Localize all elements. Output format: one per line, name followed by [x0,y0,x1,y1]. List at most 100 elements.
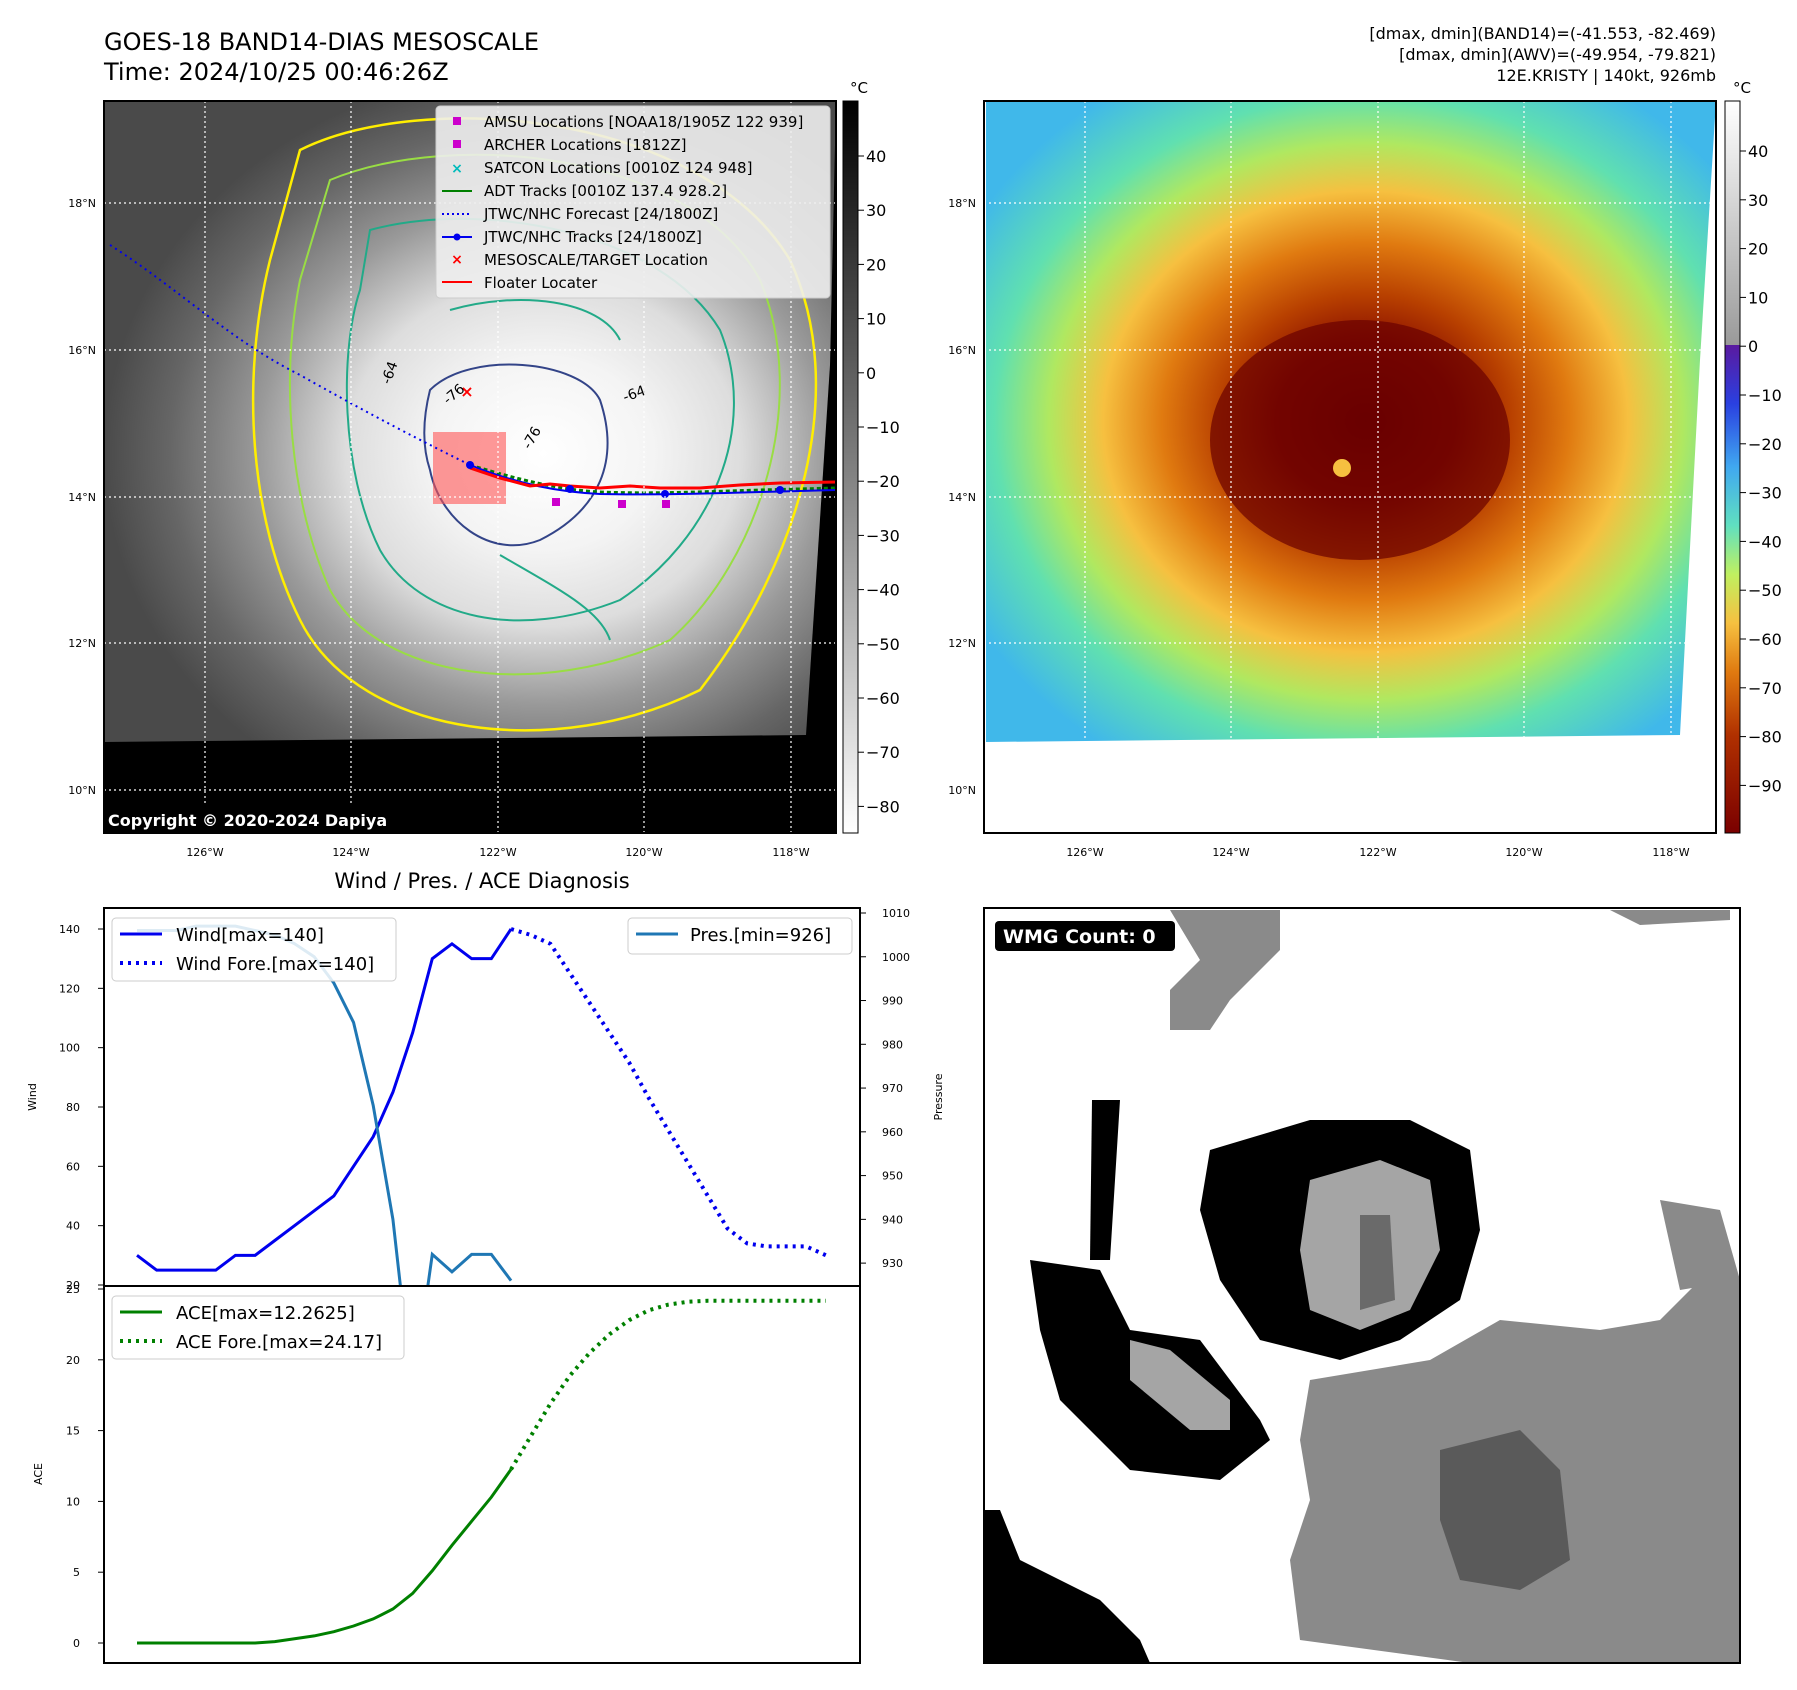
wmg-image [984,910,1740,1663]
colorbar-tick-label: −70 [866,743,900,762]
wind-tick-label: 140 [59,923,80,936]
colorbar-tick-label: −80 [866,797,900,816]
lat-label: 16°N [948,344,976,357]
colorbar-tick-label: −90 [1748,776,1782,795]
colorbar-tick-label: 40 [866,147,886,166]
legend-wind-fore: Wind Fore.[max=140] [176,954,374,975]
lon-label: 122°W [1359,846,1396,859]
pressure-tick-label: 990 [882,995,903,1008]
lat-label: 14°N [948,491,976,504]
amsu-marker [552,498,560,506]
wind-pressure-chart: Wind / Pres. / ACE Diagnosis Wind Pressu… [26,869,945,1395]
colorbar-tick-label: −20 [1748,435,1782,454]
legend-archer: ARCHER Locations [1812Z] [484,136,687,154]
wmg-black-blob [1090,1100,1120,1260]
lat-label: 10°N [68,784,96,797]
wmg-gray-blob [1660,1200,1740,1290]
wind-axis-label: Wind [26,1083,39,1111]
floater-track [469,466,836,490]
wind-tick-label: 80 [66,1101,80,1114]
wmg-panel: WMG Count: 0 [983,907,1741,1664]
colorbar-tick-label: −10 [866,418,900,437]
lat-label: 12°N [68,637,96,650]
legend-wind: Wind[max=140] [176,925,324,946]
wind-tick-label: 60 [66,1160,80,1173]
jtwc-point [466,461,474,469]
ace-tick-label: 0 [73,1637,80,1650]
lat-label: 10°N [948,784,976,797]
pressure-tick-label: 1010 [882,907,910,920]
ace-forecast-line [509,1298,826,1471]
lat-label: 18°N [68,197,96,210]
wind-tick-label: 20 [66,1279,80,1292]
legend-satcon-swatch: × [451,161,463,177]
pressure-legend-box [627,917,853,955]
lon-label: 124°W [1212,846,1249,859]
color-colorbar-ticks: 40 30 20 10 0 −10 −20 −30 −40 −50 −60 −70 −80 −90 [1740,142,1782,795]
jtwc-track [469,464,836,496]
colorbar-tick-label: −30 [866,526,900,545]
wmg-black-corner [984,1510,1150,1663]
legend-adt: ADT Tracks [0010Z 137.4 928.2] [484,182,727,200]
legend-jtwc-dot [453,233,461,241]
pressure-tick-label: 950 [882,1170,903,1183]
target-marker: × [460,382,473,401]
colorbar-tick-label: −60 [1748,630,1782,649]
gray-colorbar [842,100,859,834]
wind-forecast-line [510,927,827,1258]
lon-label: 126°W [1066,846,1103,859]
pressure-tick-label: 940 [882,1213,903,1226]
lat-label: 16°N [68,344,96,357]
ace-legend: ACE[max=12.2625] ACE Fore.[max=24.17] [111,1295,405,1360]
legend-target-swatch: × [451,252,463,268]
wmg-gray-blob [1170,910,1280,1030]
ace-series [137,1298,826,1645]
ace-legend-box [111,1295,405,1360]
legend-jtwc: JTWC/NHC Tracks [24/1800Z] [483,228,702,246]
ace-axis-ticks: 25 20 15 10 5 0 [66,1283,104,1650]
color-colorbar-unit: °C [1733,79,1751,97]
dmax-awv: [dmax, dmin](AWV)=(-49.954, -79.821) [1399,45,1716,64]
wind-tick-label: 120 [59,982,80,995]
colorbar-tick-label: 0 [1748,337,1758,356]
lat-label: 14°N [68,491,96,504]
colorbar-tick-label: −10 [1748,386,1782,405]
legend-ace-fore: ACE Fore.[max=24.17] [176,1332,382,1353]
colorbar-tick-label: 0 [866,364,876,383]
wmg-gray-blob [1610,910,1730,925]
jtwc-point [661,490,669,498]
colorbar-tick-label: 40 [1748,142,1768,161]
pressure-axis-label: Pressure [932,1073,945,1120]
wind-line [136,928,513,1272]
copyright-text: Copyright © 2020-2024 Dapiya [108,811,387,830]
amsu-marker [662,500,670,508]
lat-label: 12°N [948,637,976,650]
lon-label: 126°W [186,846,223,859]
lon-label: 120°W [625,846,662,859]
jtwc-point [776,486,784,494]
lon-label: 118°W [1652,846,1689,859]
eye [1333,459,1351,477]
legend-amsu-swatch [453,117,461,125]
ace-tick-label: 5 [73,1566,80,1579]
pressure-tick-label: 1000 [882,951,910,964]
legend-archer-swatch [453,140,461,148]
pressure-axis-ticks: 1010 1000 990 980 970 960 950 940 930 [860,907,910,1270]
wmg-dark-core [1440,1430,1570,1590]
colorbar-tick-label: 20 [866,255,886,274]
lon-label: 118°W [772,846,809,859]
contour-label: -64 [379,359,402,386]
lon-label: 122°W [479,846,516,859]
colorbar-tick-label: 30 [866,201,886,220]
colorbar-tick-label: −80 [1748,728,1782,747]
contour-spiral [449,299,621,641]
wind-tick-label: 40 [66,1220,80,1233]
map-gridlines: 18°N 16°N 14°N 12°N 10°N 126°W 124°W 122°W 120°W… [948,101,1716,859]
wmg-eye-core [1360,1215,1395,1310]
legend-pressure: Pres.[min=926] [690,925,831,946]
legend-satcon: SATCON Locations [0010Z 124 948] [484,159,752,177]
colorbar-tick-label: 30 [1748,191,1768,210]
colorbar-tick-label: −50 [1748,581,1782,600]
wind-legend: Wind[max=140] Wind Fore.[max=140] [111,917,397,982]
pressure-legend: Pres.[min=926] [627,917,853,955]
